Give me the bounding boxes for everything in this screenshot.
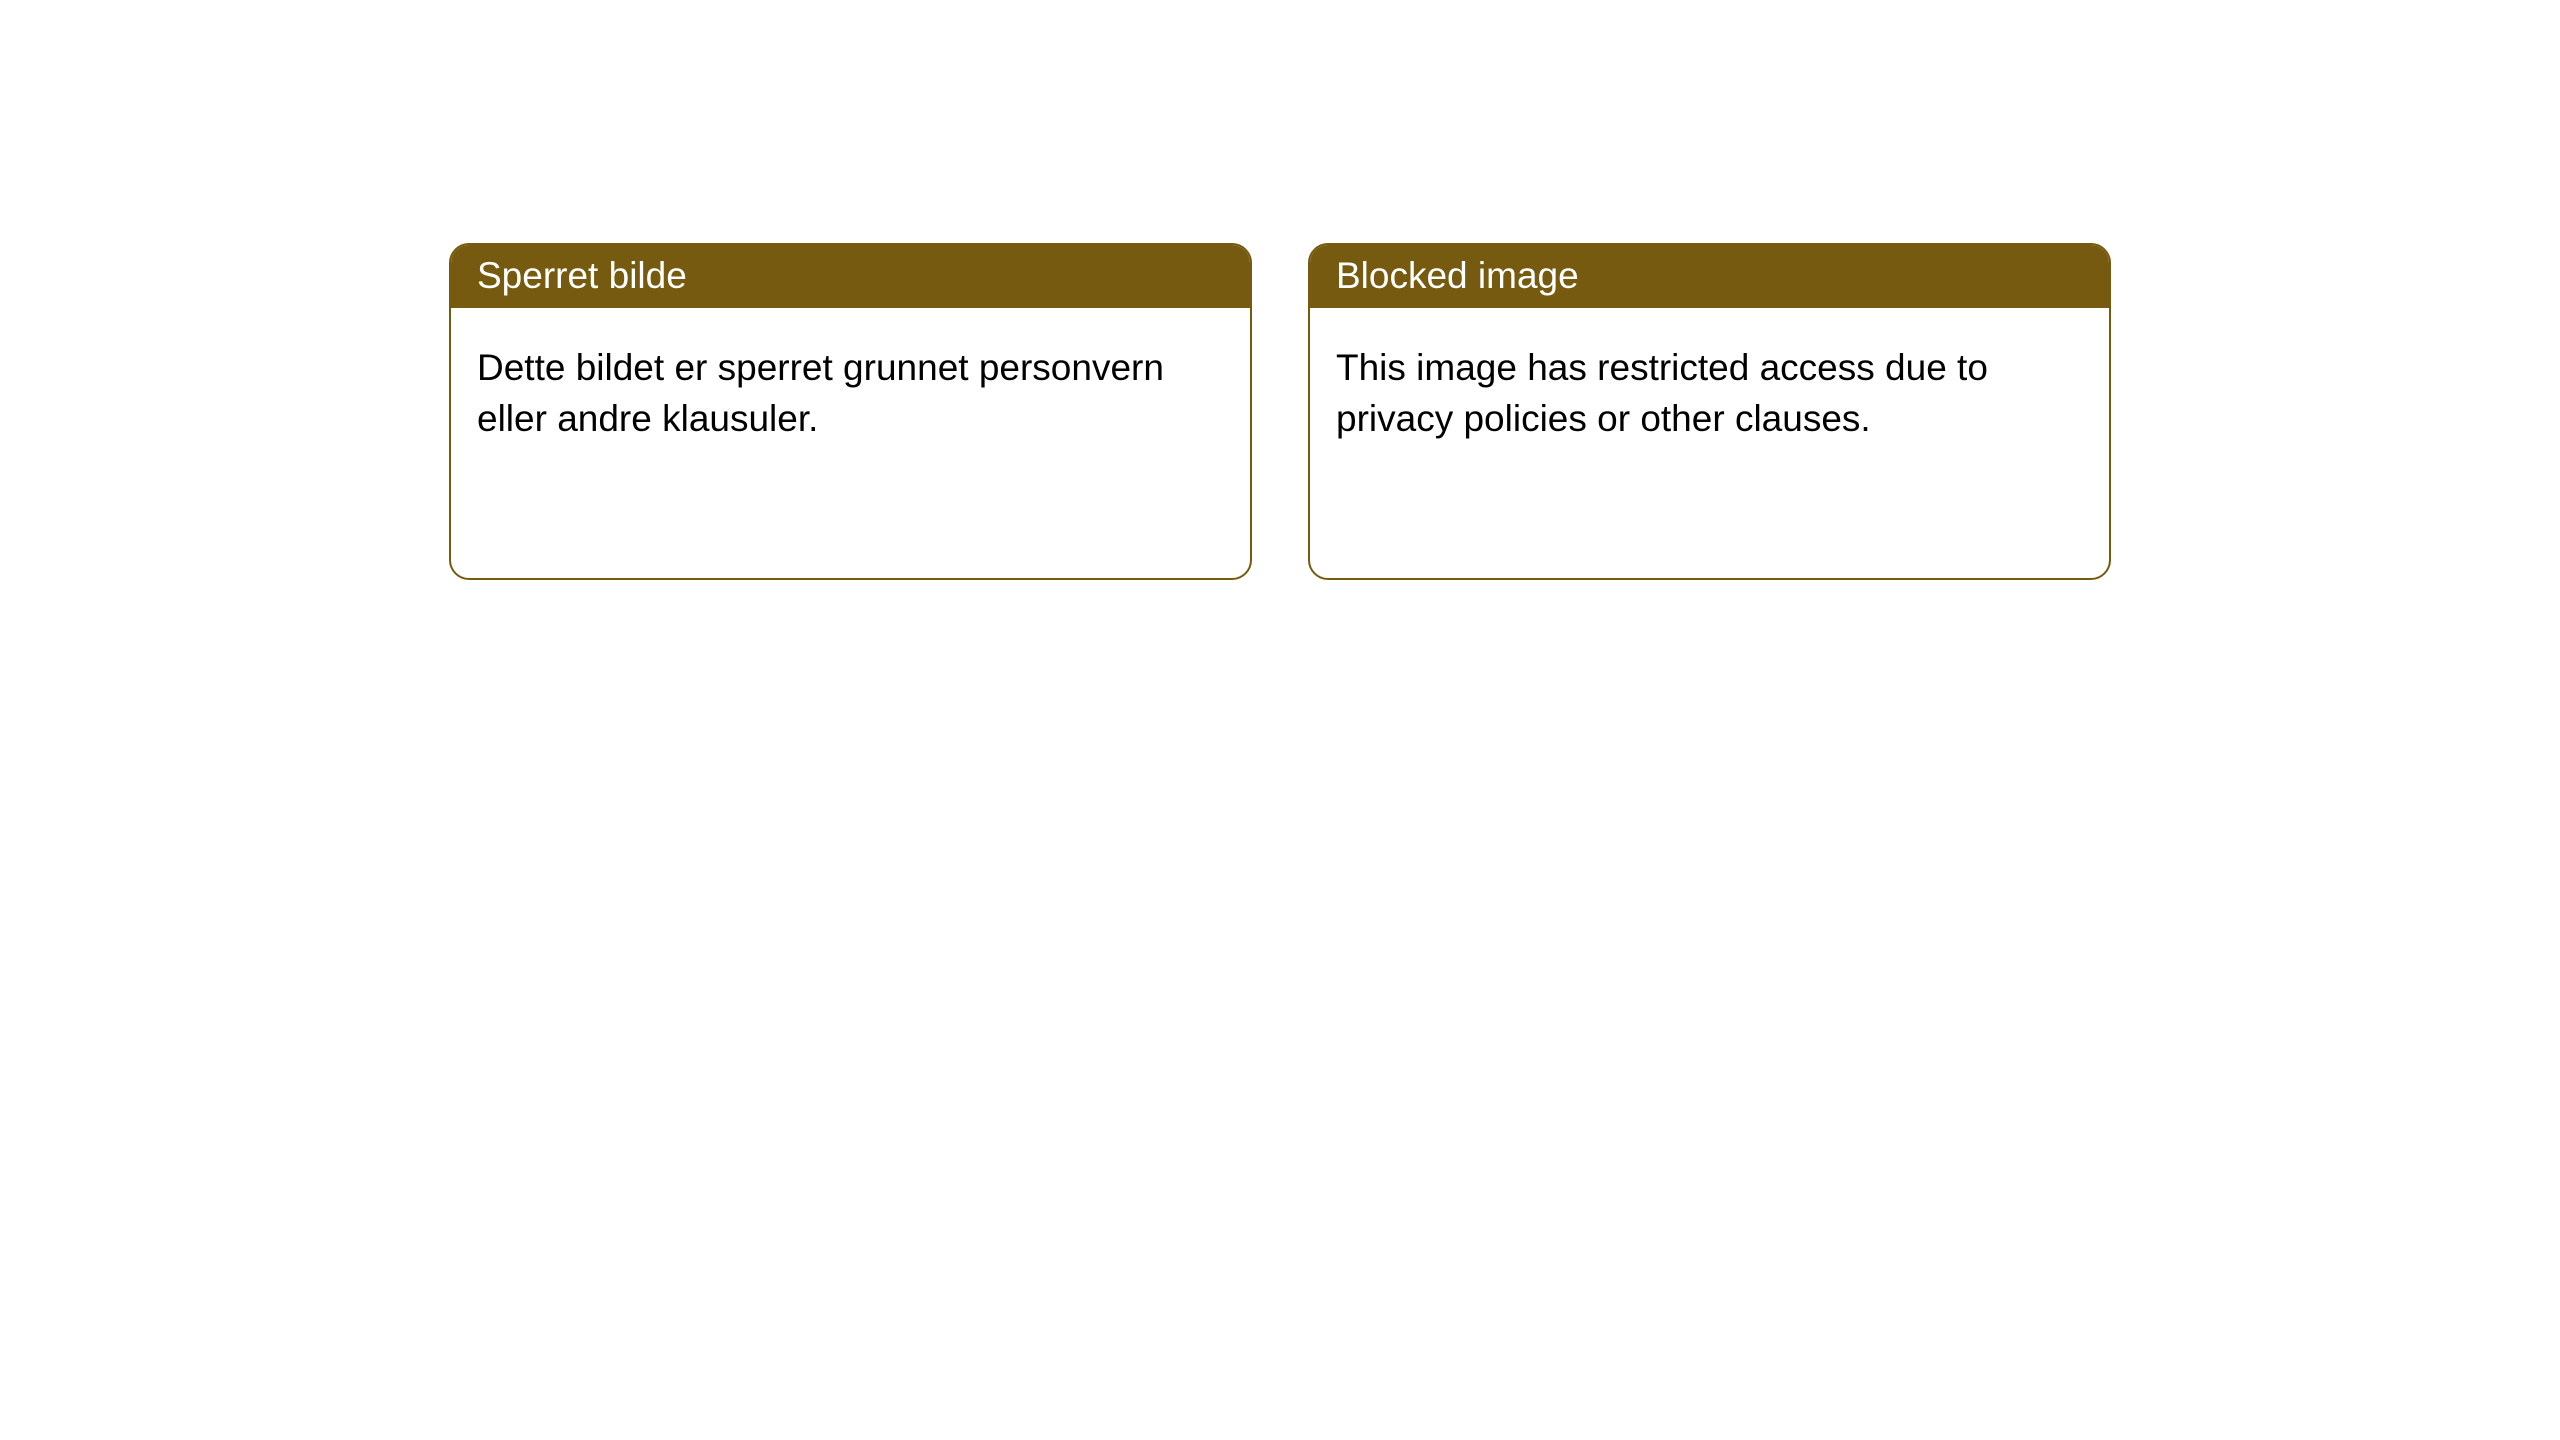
card-title-norwegian: Sperret bilde: [451, 245, 1250, 308]
card-body-english: This image has restricted access due to …: [1310, 308, 2109, 468]
cards-container: Sperret bilde Dette bildet er sperret gr…: [449, 243, 2111, 580]
blocked-image-card-english: Blocked image This image has restricted …: [1308, 243, 2111, 580]
blocked-image-card-norwegian: Sperret bilde Dette bildet er sperret gr…: [449, 243, 1252, 580]
card-title-english: Blocked image: [1310, 245, 2109, 308]
card-body-norwegian: Dette bildet er sperret grunnet personve…: [451, 308, 1250, 468]
